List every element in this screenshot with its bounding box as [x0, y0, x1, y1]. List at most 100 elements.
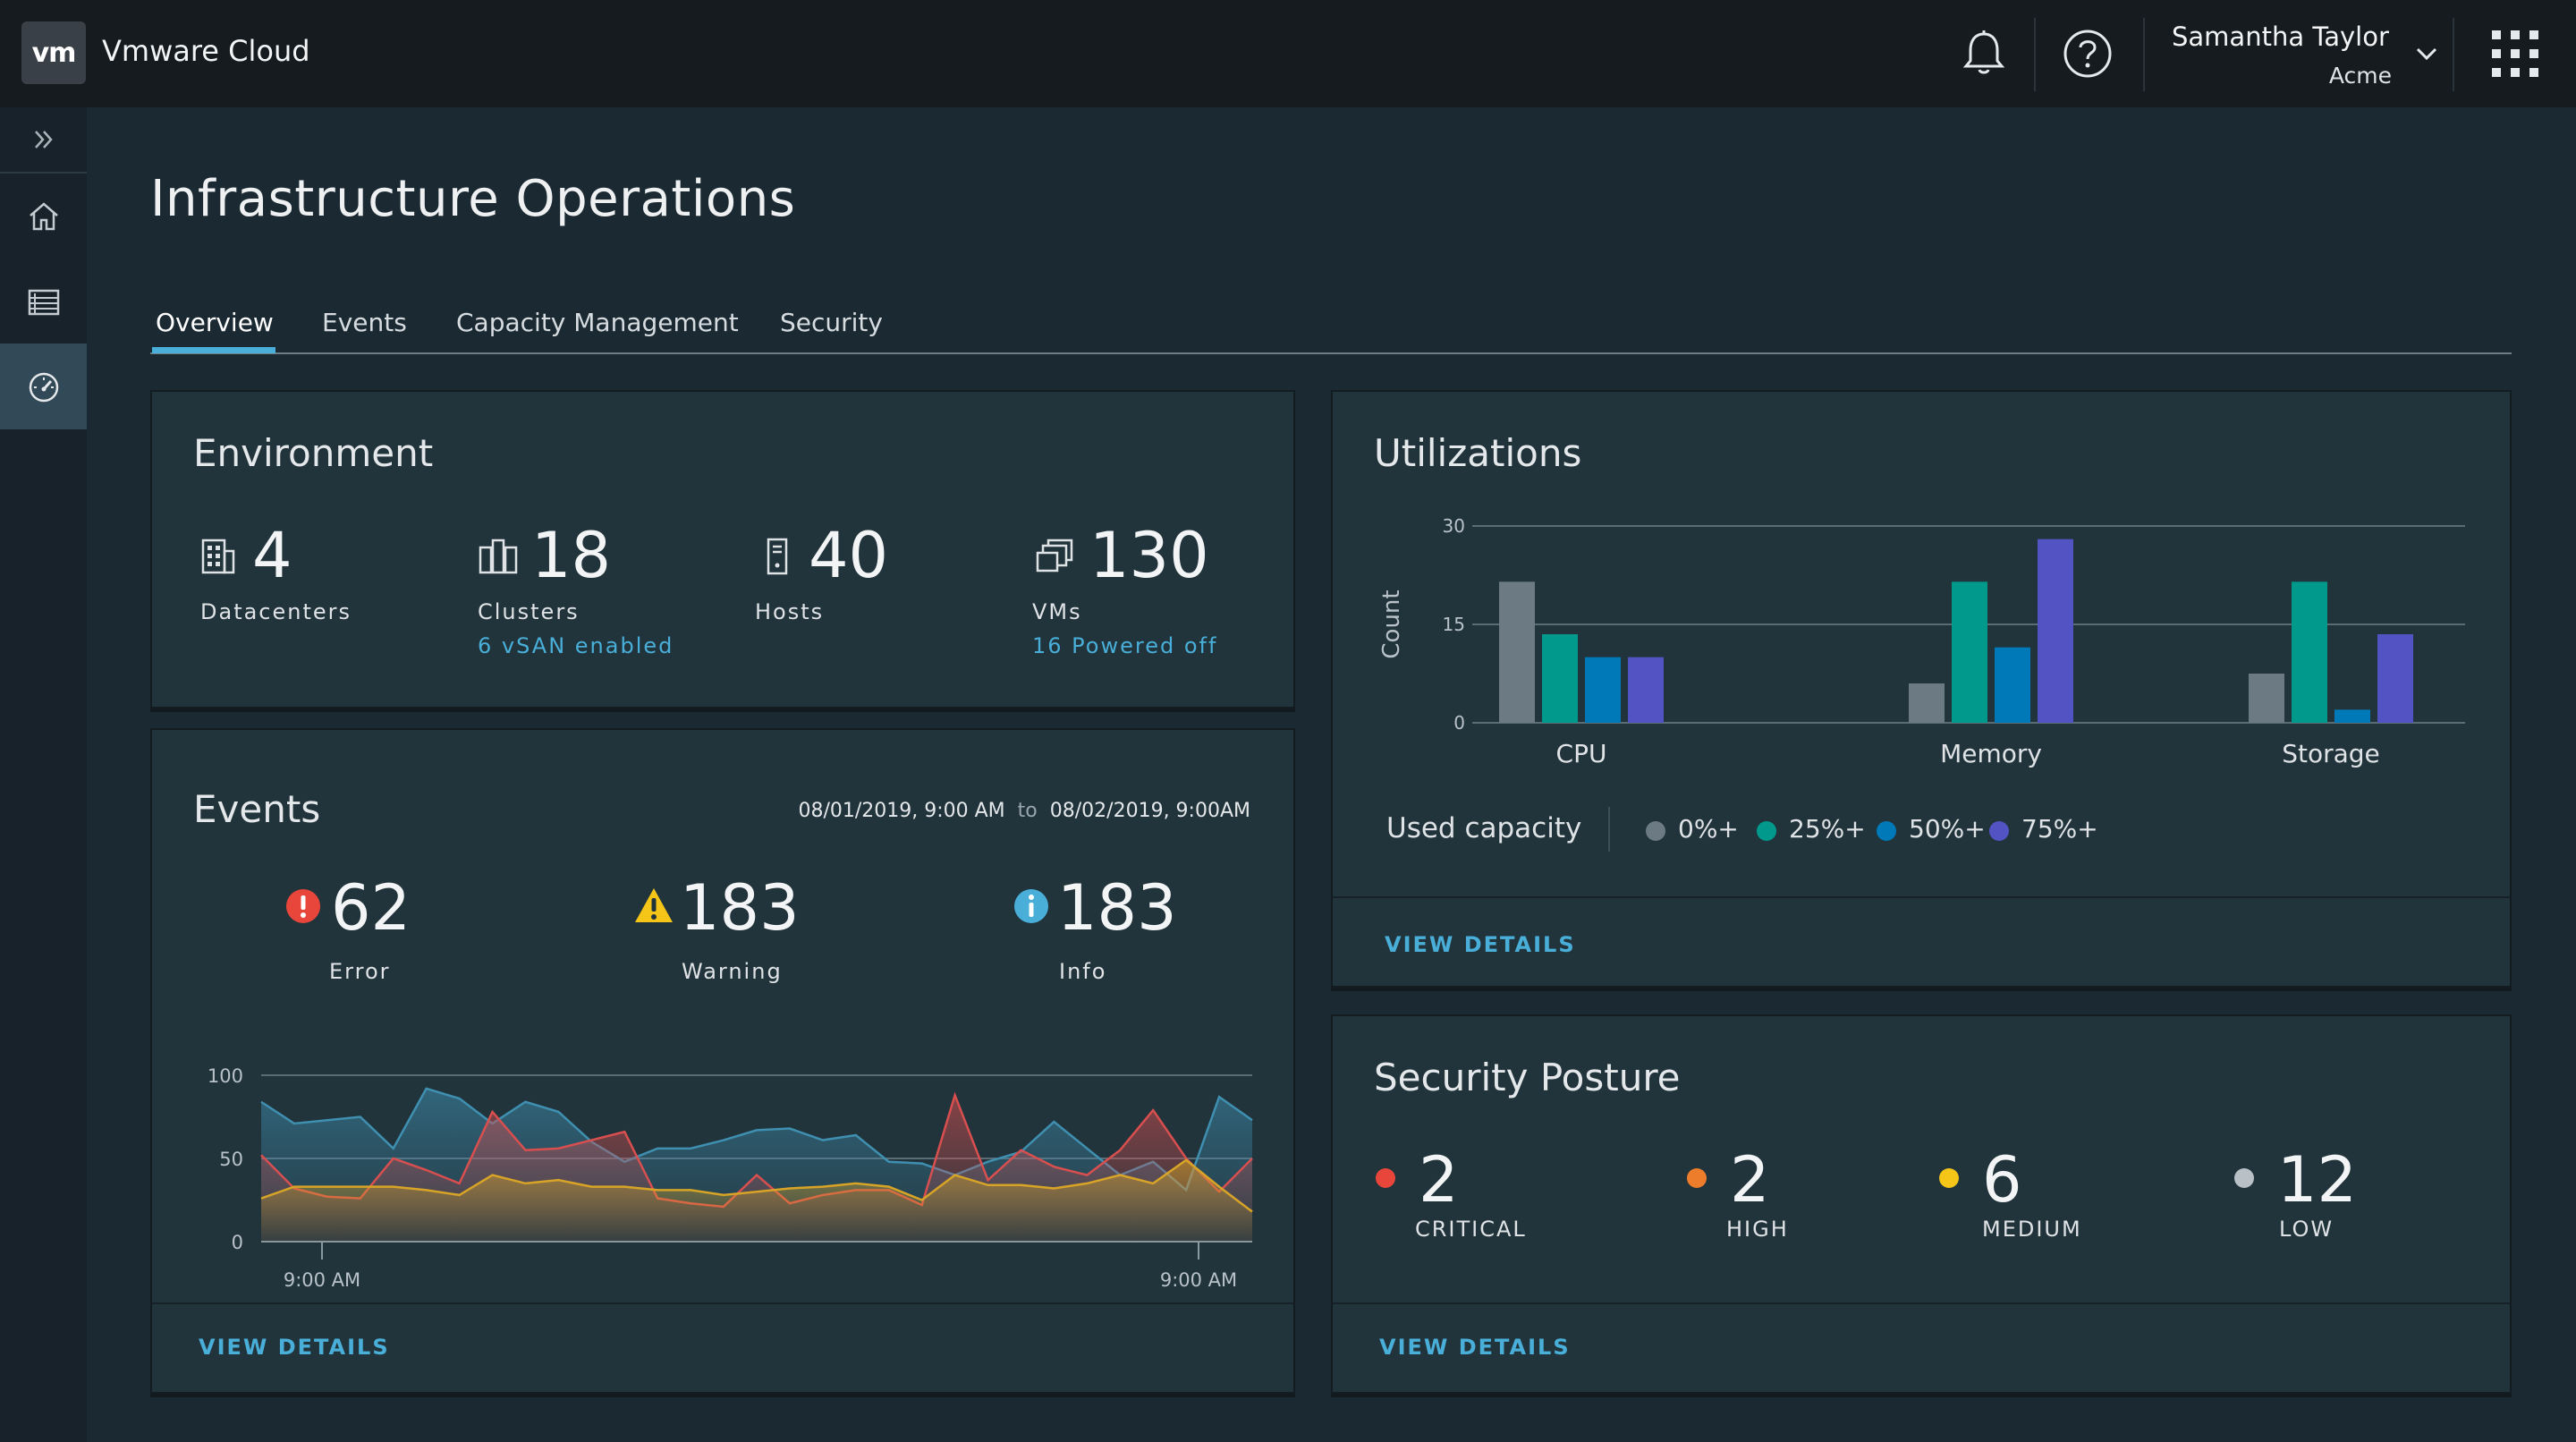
info-icon	[1014, 889, 1048, 923]
legend-label: 75%+	[2021, 814, 2098, 844]
header-divider	[2034, 18, 2036, 91]
util-bar[interactable]	[1499, 581, 1535, 723]
home-icon	[29, 202, 58, 231]
header-divider	[2453, 18, 2454, 91]
security-posture-card: Security Posture 2 CRITICAL 2 HIGH 6 MED…	[1331, 1014, 2512, 1394]
active-tab-indicator	[152, 347, 275, 353]
events-y-tick: 50	[219, 1149, 243, 1170]
util-bar[interactable]	[1628, 657, 1664, 723]
environment-card: Environment 4 Datacenters 18 Clusters 6 …	[150, 390, 1295, 708]
clusters-vsan-link[interactable]: 6 vSAN enabled	[478, 633, 674, 658]
utilizations-bar-chart: 0 15 30 Count CPU Memory Storage	[1378, 515, 2465, 768]
legend-divider	[1608, 807, 1610, 852]
error-count: 62	[331, 871, 411, 945]
datacenters-label: Datacenters	[200, 599, 352, 624]
error-label: Error	[329, 959, 391, 984]
tab-capacity-management[interactable]: Capacity Management	[456, 308, 739, 337]
bell-icon[interactable]	[1955, 25, 2012, 82]
low-count: 12	[2277, 1143, 2358, 1217]
tab-overview[interactable]: Overview	[156, 308, 274, 337]
events-x-tick: 9:00 AM	[1160, 1269, 1237, 1291]
events-view-details-link[interactable]: VIEW DETAILS	[199, 1335, 390, 1360]
warning-label: Warning	[682, 959, 783, 984]
datacenters-count: 4	[252, 519, 292, 592]
legend-label: 50%+	[1909, 814, 1986, 844]
events-date-range[interactable]: 08/01/2019, 9:00 AM to 08/02/2019, 9:00A…	[798, 800, 1250, 822]
user-name[interactable]: Samantha Taylor	[2172, 21, 2389, 52]
util-bar[interactable]	[2292, 581, 2327, 723]
high-count: 2	[1730, 1143, 1770, 1217]
app-grid-icon[interactable]	[2487, 25, 2544, 82]
app-title[interactable]: Vmware Cloud	[102, 34, 310, 68]
environment-title: Environment	[193, 431, 434, 475]
sidebar-item-inventory[interactable]	[0, 259, 87, 345]
high-label: HIGH	[1726, 1217, 1789, 1242]
vmware-logo[interactable]: vm	[21, 21, 86, 84]
legend-swatch	[1646, 821, 1665, 841]
critical-dot	[1376, 1168, 1395, 1188]
util-category-label: Memory	[1940, 739, 2042, 768]
chevron-down-icon[interactable]	[2413, 25, 2440, 82]
hosts-label: Hosts	[755, 599, 825, 624]
datacenter-icon	[201, 539, 235, 574]
critical-label: CRITICAL	[1415, 1217, 1527, 1242]
events-y-tick: 100	[208, 1065, 243, 1087]
info-label: Info	[1059, 959, 1107, 984]
range-separator: to	[1017, 800, 1038, 822]
vms-count: 130	[1089, 519, 1209, 592]
events-title: Events	[193, 787, 321, 831]
util-bar[interactable]	[1909, 683, 1945, 723]
utilizations-card: Utilizations 0 15 30 Count CPU Memory Storage …	[1331, 390, 2512, 988]
high-dot	[1687, 1168, 1707, 1188]
util-bar[interactable]	[1995, 647, 2030, 723]
tab-security[interactable]: Security	[780, 308, 883, 337]
low-dot	[2234, 1168, 2254, 1188]
vms-powered-off-link[interactable]: 16 Powered off	[1032, 633, 1218, 658]
help-icon[interactable]	[2059, 25, 2116, 82]
security-posture-title: Security Posture	[1374, 1056, 1681, 1099]
events-card: Events 08/01/2019, 9:00 AM to 08/02/2019…	[150, 728, 1295, 1394]
events-series-line	[260, 1158, 1253, 1213]
events-series-area	[261, 1159, 1252, 1242]
sidebar-item-operations[interactable]	[0, 344, 87, 429]
util-y-axis-label: Count	[1378, 590, 1405, 658]
range-end: 08/02/2019, 9:00AM	[1049, 800, 1250, 822]
security-view-details-link[interactable]: VIEW DETAILS	[1379, 1335, 1571, 1360]
util-bar[interactable]	[1952, 581, 1987, 723]
utilizations-title: Utilizations	[1374, 431, 1582, 475]
legend-label: 25%+	[1789, 814, 1866, 844]
util-bar[interactable]	[2249, 674, 2284, 723]
legend-title: Used capacity	[1386, 812, 1582, 844]
sidebar-item-home[interactable]	[0, 174, 87, 259]
expand-icon[interactable]	[30, 126, 57, 153]
sidebar	[0, 107, 87, 1442]
user-org: Acme	[2328, 63, 2392, 89]
util-bar[interactable]	[2038, 539, 2073, 723]
range-start: 08/01/2019, 9:00 AM	[798, 800, 1005, 822]
dashboard-icon	[29, 372, 58, 403]
tab-events[interactable]: Events	[322, 308, 407, 337]
security-footer-divider	[1333, 1302, 2510, 1304]
vm-icon	[1036, 539, 1073, 573]
util-bar[interactable]	[2334, 709, 2370, 723]
list-icon	[28, 289, 59, 316]
legend-swatch	[1989, 821, 2009, 841]
legend-swatch	[1757, 821, 1776, 841]
sidebar-expand[interactable]	[0, 107, 87, 172]
util-bar[interactable]	[2377, 634, 2413, 723]
warning-count: 183	[680, 871, 800, 945]
util-category-label: CPU	[1556, 739, 1607, 768]
util-category-label: Storage	[2282, 739, 2380, 768]
util-bar[interactable]	[1585, 657, 1621, 723]
medium-label: MEDIUM	[1982, 1217, 2082, 1242]
low-label: LOW	[2279, 1217, 2334, 1242]
util-bar[interactable]	[1542, 634, 1578, 723]
medium-count: 6	[1982, 1143, 2022, 1217]
page-title: Infrastructure Operations	[150, 170, 796, 228]
utilizations-view-details-link[interactable]: VIEW DETAILS	[1385, 932, 1576, 957]
critical-count: 2	[1419, 1143, 1459, 1217]
cluster-icon	[479, 539, 518, 574]
legend-swatch	[1877, 821, 1896, 841]
legend-label: 0%+	[1678, 814, 1739, 844]
events-y-tick: 0	[232, 1232, 243, 1253]
